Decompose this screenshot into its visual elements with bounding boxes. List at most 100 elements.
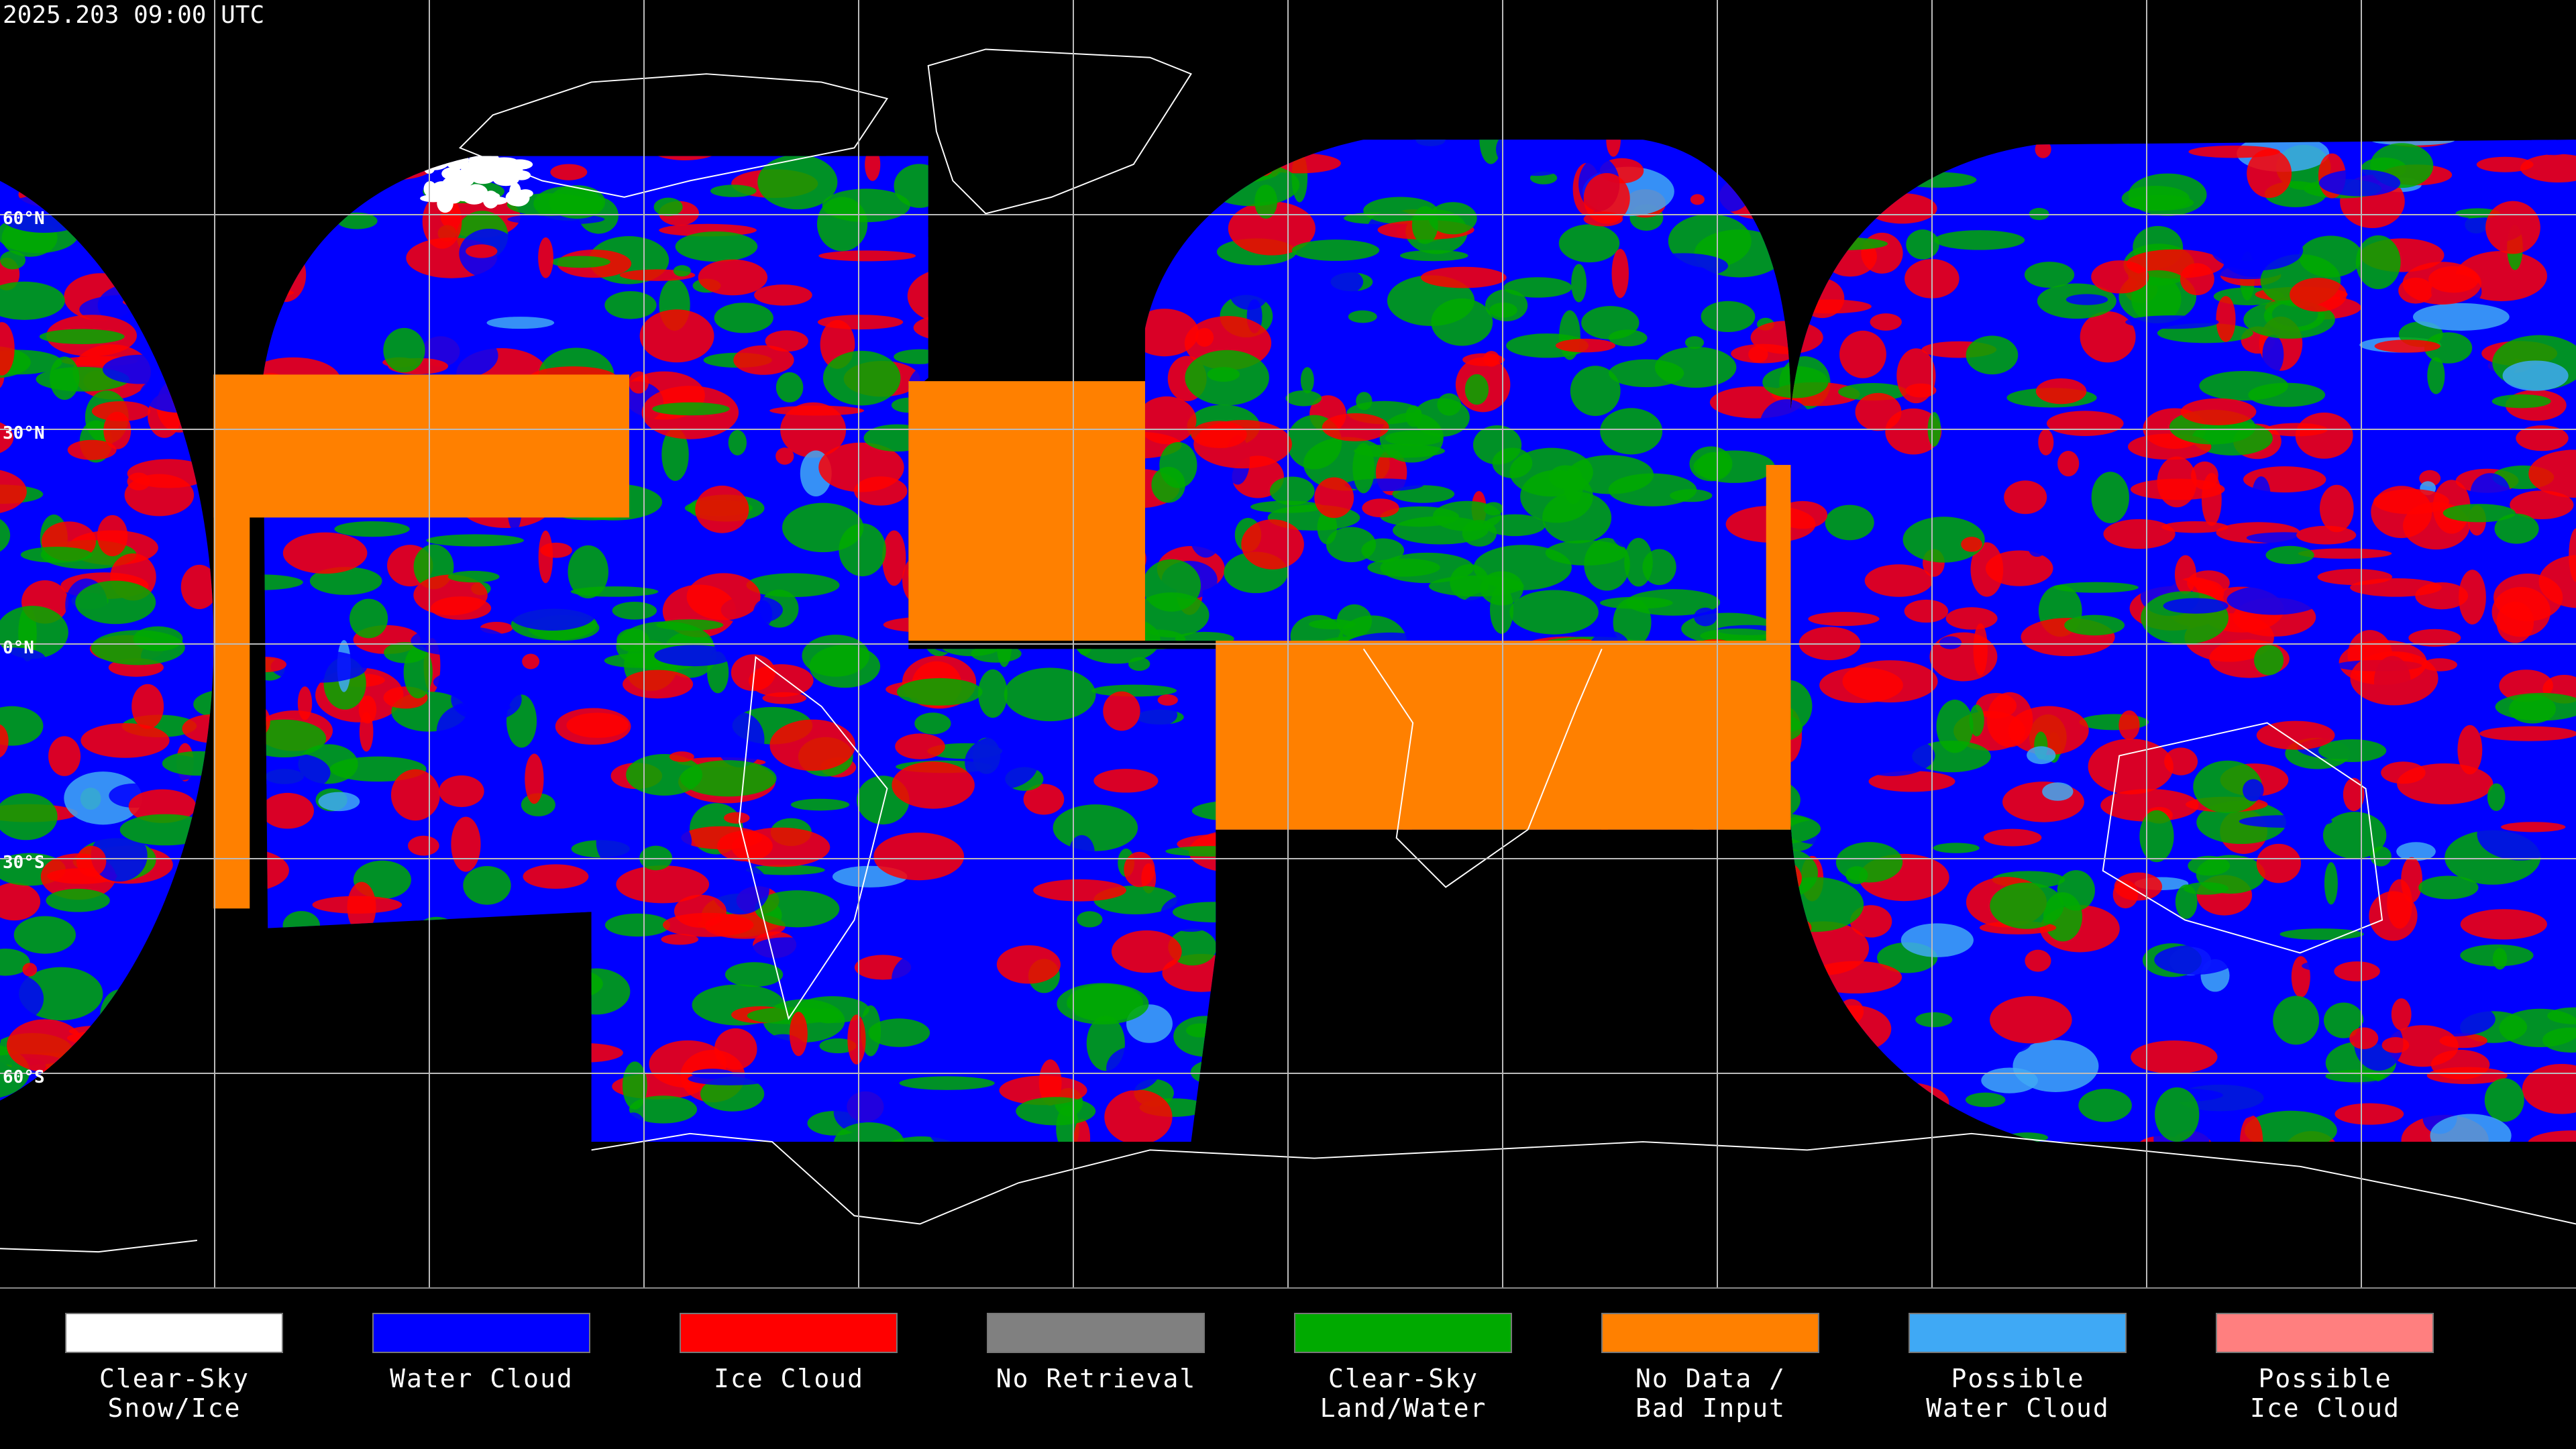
cloud-patch — [619, 1112, 648, 1142]
cloud-patch — [1405, 405, 1422, 427]
cloud-patch — [2547, 1007, 2576, 1024]
snow-patch — [423, 180, 437, 197]
cloud-patch — [0, 1044, 30, 1099]
cloud-patch — [892, 953, 951, 1006]
cloud-patch — [2279, 928, 2364, 941]
legend-label: Water Cloud — [1926, 1393, 2110, 1423]
cloud-patch — [1581, 306, 1640, 340]
cloud-patch — [754, 284, 812, 306]
legend-label: Possible — [2258, 1364, 2392, 1393]
cloud-patch — [2402, 262, 2481, 305]
cloud-patch — [2162, 686, 2209, 740]
cloud-patch — [1285, 390, 1322, 407]
cloud-patch — [1412, 140, 1446, 161]
cloud-patch — [604, 291, 657, 319]
cloud-patch — [654, 645, 734, 667]
cloud-patch — [1229, 275, 1269, 310]
cloud-patch — [1977, 465, 1993, 486]
cloud-patch — [2528, 1130, 2576, 1142]
legend-swatch — [680, 1313, 898, 1353]
cloud-patch — [1322, 413, 1389, 441]
cloud-patch — [80, 723, 170, 758]
cloud-patch — [1990, 996, 2072, 1044]
cloud-patch — [1498, 396, 1532, 424]
legend-label: Snow/Ice — [107, 1393, 241, 1423]
cloud-patch — [2038, 429, 2054, 455]
cloud-patch — [318, 792, 360, 812]
cloud-patch — [1348, 310, 1377, 323]
cloud-patch — [1873, 487, 1892, 501]
cloud-patch — [2371, 486, 2432, 539]
cloud-patch — [1188, 502, 1224, 558]
cloud-patch — [2201, 472, 2222, 526]
cloud-patch — [965, 735, 1039, 790]
cloud-patch — [833, 1122, 905, 1142]
cloud-patch — [2070, 172, 2119, 201]
cloud-patch — [868, 1018, 930, 1047]
legend-panel — [0, 1288, 2576, 1449]
cloud-patch — [1945, 607, 1998, 630]
cloud-patch — [103, 411, 131, 449]
latitude-label: 60°N — [3, 209, 45, 229]
cloud-patch — [2460, 909, 2547, 940]
cloud-patch — [765, 330, 808, 352]
cloud-patch — [775, 372, 804, 402]
cloud-patch — [1731, 343, 1795, 364]
cloud-patch — [1385, 430, 1444, 446]
coastlines — [0, 48, 2576, 1253]
cloud-patch — [2091, 260, 2149, 294]
cloud-patch — [629, 371, 649, 394]
cloud-patch — [447, 570, 500, 583]
cloud-patch — [1973, 623, 1988, 676]
cloud-patch — [1896, 348, 1936, 404]
legend-label: Clear-Sky — [1328, 1364, 1479, 1393]
cloud-patch — [1934, 230, 2025, 250]
cloud-patch — [2042, 782, 2074, 801]
cloud-patch — [623, 669, 694, 699]
cloud-patch — [839, 523, 886, 577]
cloud-patch — [613, 527, 679, 539]
cloud-patch — [1157, 694, 1178, 706]
cloud-patch — [1136, 396, 1197, 445]
cloud-patch — [2103, 519, 2176, 549]
cloud-patch — [522, 653, 540, 669]
cloud-patch — [1093, 769, 1159, 793]
legend-label: No Retrieval — [996, 1364, 1197, 1393]
cloud-patch — [2424, 332, 2473, 364]
cloud-patch — [334, 521, 410, 537]
cloud-patch — [2318, 739, 2387, 762]
cloud-patch — [13, 916, 76, 954]
cloud-patch — [728, 429, 747, 455]
cloud-patch — [1583, 211, 1623, 227]
cloud-patch — [1558, 224, 1620, 263]
cloud-patch — [780, 402, 847, 458]
legend-swatch — [372, 1313, 590, 1353]
cloud-patch — [1064, 743, 1131, 757]
cloud-patch — [439, 775, 484, 808]
cloud-patch — [1990, 882, 2064, 929]
cloud-patch — [653, 197, 683, 217]
cloud-patch — [1392, 516, 1489, 545]
cloud-patch — [2057, 870, 2095, 911]
cloud-patch — [817, 315, 904, 330]
cloud-patch — [0, 973, 44, 1024]
cloud-patch — [1864, 564, 1933, 597]
cloud-patch — [2262, 335, 2284, 374]
cloud-patch — [2012, 327, 2078, 353]
cloud-patch — [857, 979, 896, 1002]
cloud-patch — [2265, 545, 2314, 565]
cloud-patch — [1849, 735, 1935, 777]
cloud-patch — [1983, 828, 2042, 847]
cloud-patch — [775, 447, 794, 465]
cloud-patch — [2427, 357, 2445, 394]
cloud-patch — [408, 835, 439, 856]
cloud-patch — [76, 845, 107, 877]
legend-label: Water Cloud — [390, 1364, 574, 1393]
cloud-patch — [2430, 1114, 2512, 1142]
cloud-patch — [661, 427, 689, 481]
cloud-patch — [1153, 269, 1233, 309]
cloud-patch — [2290, 278, 2347, 312]
cloud-patch — [2324, 862, 2338, 905]
cloud-patch — [97, 515, 128, 557]
